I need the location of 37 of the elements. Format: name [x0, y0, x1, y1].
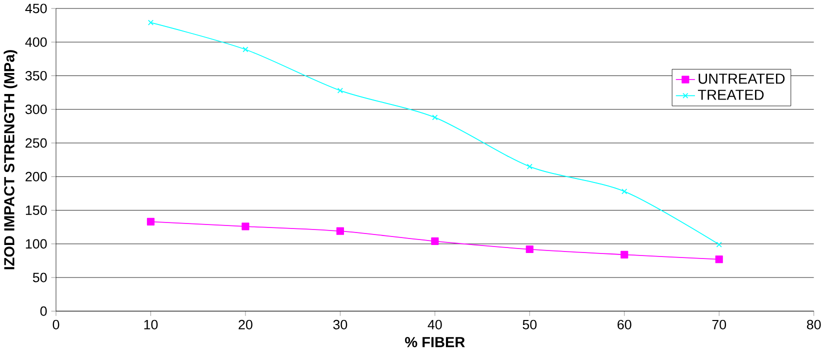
legend-label: TREATED	[698, 90, 764, 100]
y-tick-label: 400	[25, 37, 47, 47]
point	[148, 20, 154, 26]
y-tick-label: 0	[40, 306, 47, 316]
point	[526, 245, 534, 254]
point	[242, 222, 250, 230]
point	[337, 88, 344, 94]
y-tick-label: 450	[25, 4, 47, 14]
point	[146, 218, 155, 226]
point	[432, 114, 438, 120]
x-tick-label: 40	[428, 320, 442, 330]
point	[716, 242, 722, 248]
point	[242, 46, 248, 52]
point	[620, 250, 628, 258]
x-tick-label: 70	[712, 320, 726, 330]
point	[431, 237, 439, 246]
y-tick-label: 100	[26, 239, 47, 249]
legend-label: UNTREATED	[698, 74, 785, 84]
x-axis-title: % FIBER	[405, 337, 465, 348]
y-tick-label: 250	[26, 138, 47, 148]
point	[526, 164, 532, 170]
x-tick-label: 10	[144, 320, 158, 330]
point	[622, 188, 628, 194]
x-tick-label: 20	[238, 320, 252, 330]
x-tick-label: 50	[522, 320, 537, 330]
x-tick-label: 80	[806, 320, 821, 330]
y-tick-label: 150	[26, 206, 47, 216]
x-tick-label: 30	[333, 320, 348, 330]
point	[336, 227, 344, 235]
y-tick-label: 50	[32, 272, 47, 282]
x-tick-label: 60	[618, 320, 632, 330]
y-tick-label: 200	[26, 172, 47, 182]
point	[715, 256, 723, 264]
y-axis-title: IZOD IMPACT STRENGTH (MPa)	[4, 50, 18, 270]
y-tick-label: 300	[25, 104, 47, 114]
x-tick-label: 0	[52, 320, 60, 330]
y-tick-label: 350	[25, 71, 47, 80]
